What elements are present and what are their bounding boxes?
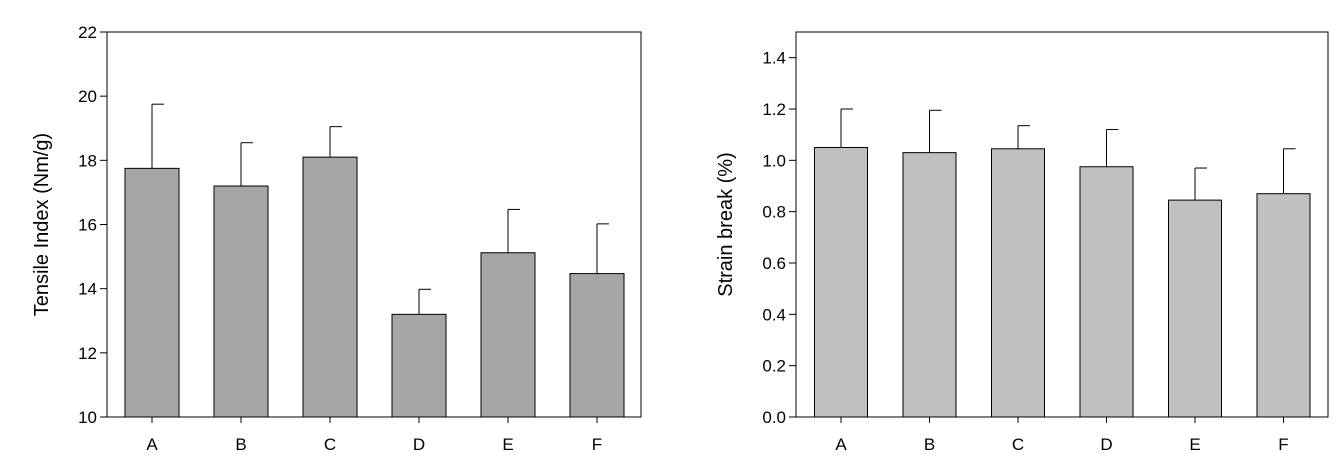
bar-F bbox=[1256, 193, 1311, 418]
y-tick-label: 20 bbox=[78, 87, 97, 106]
x-tick-label: F bbox=[592, 435, 602, 454]
y-tick-label: 1.0 bbox=[762, 151, 786, 170]
x-tick-label: B bbox=[235, 435, 246, 454]
y-tick-label: 0.4 bbox=[762, 305, 786, 324]
y-tick-label: 1.2 bbox=[762, 100, 786, 119]
bar-A bbox=[814, 147, 868, 418]
y-tick-label: 0.8 bbox=[762, 203, 786, 222]
y-tick-label: 22 bbox=[78, 23, 97, 42]
x-tick-label: C bbox=[1012, 435, 1024, 454]
x-tick-label: C bbox=[324, 435, 336, 454]
bar-B bbox=[213, 185, 269, 418]
y-tick-label: 18 bbox=[78, 151, 97, 170]
x-tick-label: E bbox=[502, 435, 513, 454]
y-axis-title: Tensile Index (Nm/g) bbox=[31, 133, 53, 316]
bar-D bbox=[1079, 166, 1134, 418]
bar-F bbox=[569, 273, 625, 418]
x-tick-label: B bbox=[924, 435, 935, 454]
x-tick-label: A bbox=[146, 435, 158, 454]
y-tick-label: 0.0 bbox=[762, 408, 786, 427]
plot-frame bbox=[795, 31, 1329, 418]
y-tick-label: 10 bbox=[78, 408, 97, 427]
y-tick-label: 0.2 bbox=[762, 357, 786, 376]
y-tick-label: 1.4 bbox=[762, 49, 786, 68]
x-tick-label: D bbox=[1100, 435, 1112, 454]
bar-E bbox=[1168, 199, 1222, 418]
y-tick-label: 14 bbox=[78, 280, 97, 299]
x-tick-label: D bbox=[413, 435, 425, 454]
strain-break-chart: 0.0 0.2 0.4 0.6 0.8 1.0 1.2 1.4 A B C D E F Strain bre… bbox=[715, 31, 1329, 454]
bar-A bbox=[124, 167, 180, 418]
tensile-index-chart: 10 12 14 16 18 20 22 A B C D E F Tensile Index (Nm/g) bbox=[31, 23, 642, 454]
y-tick-label: 12 bbox=[78, 344, 97, 363]
bar-B bbox=[902, 152, 957, 418]
y-tick-label: 16 bbox=[78, 216, 97, 235]
plot-frame bbox=[106, 31, 642, 418]
bar-C bbox=[991, 148, 1045, 418]
y-axis-title: Strain break (%) bbox=[715, 152, 737, 297]
bar-C bbox=[302, 156, 358, 418]
bar-E bbox=[480, 252, 536, 418]
y-tick-label: 0.6 bbox=[762, 254, 786, 273]
x-tick-label: E bbox=[1189, 435, 1200, 454]
x-tick-label: A bbox=[835, 435, 847, 454]
bar-D bbox=[391, 313, 447, 418]
x-tick-label: F bbox=[1278, 435, 1288, 454]
